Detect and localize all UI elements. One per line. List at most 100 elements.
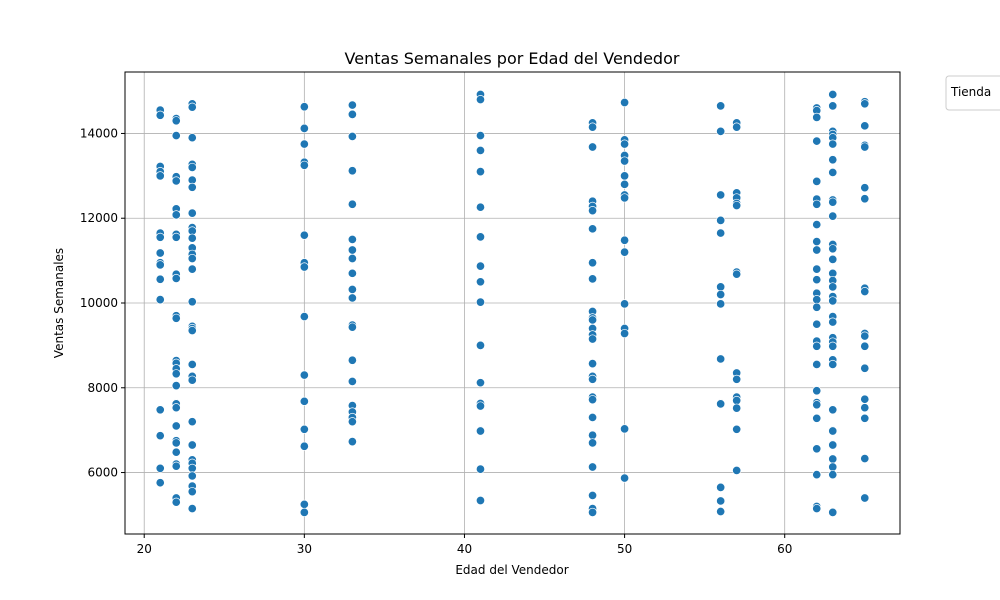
data-point <box>155 260 165 270</box>
data-point <box>812 400 822 410</box>
data-point <box>187 471 197 481</box>
data-point <box>588 507 598 517</box>
data-point <box>171 403 181 413</box>
data-point <box>475 261 486 271</box>
data-point <box>588 395 598 405</box>
x-tick-label: 60 <box>777 542 792 556</box>
data-point <box>812 302 822 312</box>
data-point <box>299 123 309 133</box>
data-point <box>860 331 870 341</box>
data-point <box>812 176 822 186</box>
chart-title: Ventas Semanales por Edad del Vendedor <box>345 49 680 68</box>
legend-title: Tienda <box>950 85 991 99</box>
data-point <box>828 197 838 207</box>
data-point <box>299 370 309 380</box>
data-point <box>187 504 197 514</box>
data-point <box>828 254 838 264</box>
data-point <box>187 417 197 427</box>
data-point <box>812 386 822 396</box>
data-point <box>620 424 630 434</box>
data-point <box>812 444 822 454</box>
data-point <box>347 253 357 264</box>
data-point <box>860 363 870 373</box>
data-point <box>171 381 181 391</box>
data-point <box>588 315 598 325</box>
data-point <box>732 200 742 211</box>
data-point <box>475 145 486 155</box>
data-point <box>716 482 726 492</box>
data-point <box>171 176 181 186</box>
data-point <box>187 102 197 112</box>
data-point <box>475 401 486 411</box>
data-point <box>716 299 726 309</box>
data-point <box>860 183 870 193</box>
data-point <box>812 275 822 285</box>
data-point <box>155 232 165 242</box>
data-point <box>828 426 838 436</box>
data-point <box>732 269 742 279</box>
data-point <box>475 464 486 474</box>
data-point <box>347 376 357 386</box>
data-point <box>860 454 870 464</box>
data-point <box>620 139 630 149</box>
y-tick-label: 6000 <box>87 466 118 480</box>
data-point <box>155 478 165 488</box>
data-point <box>588 359 598 369</box>
data-point <box>620 299 630 309</box>
data-point <box>828 454 838 464</box>
data-point <box>187 253 197 264</box>
data-point <box>347 109 357 119</box>
data-point <box>475 95 486 105</box>
y-axis-label: Ventas Semanales <box>52 248 66 358</box>
grid-lines <box>125 72 900 534</box>
data-point <box>620 473 630 483</box>
data-point <box>299 499 309 509</box>
data-point <box>588 374 598 384</box>
data-point <box>347 166 357 176</box>
data-point <box>860 341 870 351</box>
data-point <box>299 262 309 272</box>
data-point <box>812 341 822 351</box>
data-point <box>828 167 838 178</box>
data-point <box>716 190 726 200</box>
data-point <box>716 496 726 506</box>
y-tick-label: 8000 <box>87 381 118 395</box>
data-point <box>812 220 822 230</box>
data-point <box>187 487 197 497</box>
data-point <box>299 396 309 406</box>
data-point <box>347 234 357 244</box>
data-point <box>812 112 822 122</box>
data-point <box>828 89 838 100</box>
data-point <box>828 317 838 327</box>
data-point <box>588 274 598 284</box>
data-point <box>347 417 357 427</box>
data-point <box>716 215 726 225</box>
data-point <box>187 264 197 274</box>
data-point <box>299 139 309 149</box>
data-point <box>812 136 822 146</box>
data-point <box>860 403 870 413</box>
data-point <box>475 297 486 307</box>
data-point <box>171 369 181 379</box>
data-point <box>812 470 822 480</box>
data-point <box>732 424 742 434</box>
data-point <box>828 507 838 517</box>
data-point <box>187 440 197 450</box>
data-point <box>860 493 870 503</box>
data-point <box>155 110 165 120</box>
data-point <box>347 100 357 110</box>
data-point <box>812 236 822 247</box>
data-point <box>860 413 870 423</box>
data-point <box>187 133 197 143</box>
x-tick-label: 50 <box>617 542 632 556</box>
data-point <box>620 328 630 339</box>
data-point <box>828 282 838 292</box>
data-point <box>828 462 838 472</box>
data-point <box>588 430 598 440</box>
data-point <box>171 313 181 323</box>
data-point <box>828 405 838 415</box>
data-point <box>171 210 181 220</box>
data-point <box>347 245 357 255</box>
